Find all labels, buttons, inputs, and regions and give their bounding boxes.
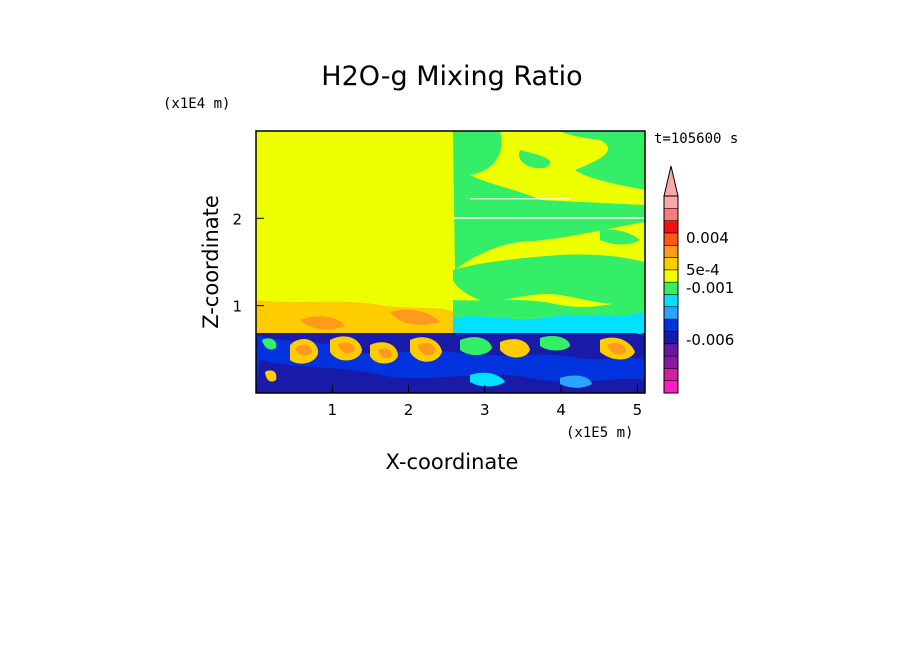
- x-axis-label: X-coordinate: [386, 450, 519, 474]
- colorbar-swatch: [664, 208, 678, 222]
- y-axis-unit: (x1E4 m): [163, 96, 230, 112]
- x-axis: 1 2 3 4 5: [328, 385, 643, 419]
- x-tick-label: 2: [404, 401, 414, 419]
- y-tick-label: 2: [232, 210, 242, 228]
- white-streak: [470, 198, 570, 200]
- plume: [560, 375, 592, 388]
- colorbar: [663, 165, 679, 394]
- colorbar-tick-label: -0.001: [686, 279, 734, 297]
- colorbar-swatch: [664, 282, 678, 295]
- colorbar-tick-label: 0.004: [686, 229, 729, 247]
- colorbar-swatch: [664, 269, 678, 283]
- x-tick-label: 1: [328, 401, 338, 419]
- cyan-region: [453, 310, 645, 340]
- colorbar-extend-arrow: [663, 165, 679, 197]
- plume: [338, 342, 355, 354]
- plot-field: [256, 131, 645, 393]
- colorbar-swatch: [664, 294, 678, 308]
- time-label: t=105600 s: [654, 131, 738, 147]
- colorbar-swatch: [664, 319, 678, 332]
- plume: [470, 372, 505, 387]
- x-axis-unit: (x1E5 m): [566, 425, 633, 441]
- y-axis: 12: [232, 210, 264, 316]
- plume: [378, 348, 392, 358]
- colorbar-swatch: [664, 356, 678, 369]
- y-tick-label: 1: [232, 298, 242, 316]
- plume: [418, 342, 436, 356]
- white-streak: [453, 217, 645, 219]
- orange-blob: [300, 316, 345, 330]
- colorbar-swatch: [664, 232, 678, 246]
- colorbar-swatch: [664, 343, 678, 357]
- colorbar-swatch: [664, 257, 678, 271]
- green-structure: [600, 229, 640, 245]
- lower-dark: [256, 360, 645, 393]
- orange-blob: [390, 309, 440, 325]
- colorbar-swatch: [664, 380, 678, 394]
- green-structure: [519, 150, 551, 169]
- green-structure: [453, 254, 645, 305]
- orange-band: [256, 300, 453, 333]
- green-band: [453, 299, 645, 319]
- plume: [460, 337, 492, 356]
- colorbar-tick-label: 5e-4: [686, 261, 720, 279]
- plume: [295, 344, 312, 356]
- colorbar-swatch: [664, 220, 678, 234]
- plume: [540, 335, 570, 351]
- colorbar-swatch: [664, 368, 678, 382]
- plume: [500, 339, 530, 358]
- green-structure: [560, 131, 645, 190]
- colorbar-swatch: [664, 196, 678, 209]
- plume: [630, 322, 645, 334]
- plume: [607, 342, 626, 355]
- x-tick-label: 5: [633, 401, 643, 419]
- green-structure: [453, 131, 645, 270]
- colorbar-tick-label: -0.006: [686, 331, 734, 349]
- colorbar-swatch: [664, 245, 678, 259]
- colorbar-swatch: [664, 331, 678, 345]
- x-tick-label: 3: [480, 401, 490, 419]
- region-upper-left: [256, 131, 453, 333]
- plume: [265, 370, 277, 382]
- colorbar-tick-labels: 0.004 5e-4-0.001 -0.006: [686, 229, 734, 349]
- y-axis-label: Z-coordinate: [199, 195, 223, 329]
- chart-title: H2O-g Mixing Ratio: [321, 61, 582, 92]
- plot-frame: [255, 130, 646, 394]
- colorbar-swatch: [664, 306, 678, 320]
- plume: [262, 338, 277, 350]
- x-tick-label: 4: [556, 401, 566, 419]
